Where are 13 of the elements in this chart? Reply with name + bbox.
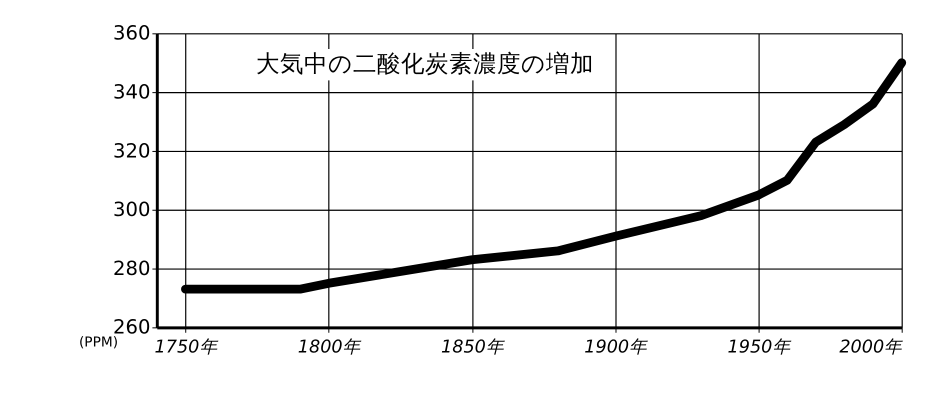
x-tick-label: 1950年	[728, 337, 792, 358]
y-axis-title: (PPM)	[78, 334, 118, 350]
y-tick-label: 340	[113, 80, 150, 104]
x-tick-label: 2000年	[839, 337, 904, 358]
y-tick-label: 300	[113, 198, 150, 222]
y-tick-label: 360	[113, 22, 150, 45]
y-tick-label: 280	[113, 256, 150, 280]
x-tick-label: 1750年	[154, 337, 218, 358]
x-tick-label: 1850年	[441, 337, 505, 358]
y-tick-label: 320	[113, 139, 150, 162]
x-tick-label: 1800年	[298, 337, 362, 358]
x-tick-label: 1900年	[584, 337, 648, 358]
text: 大気中の二酸化炭素濃度の増加	[256, 50, 594, 78]
